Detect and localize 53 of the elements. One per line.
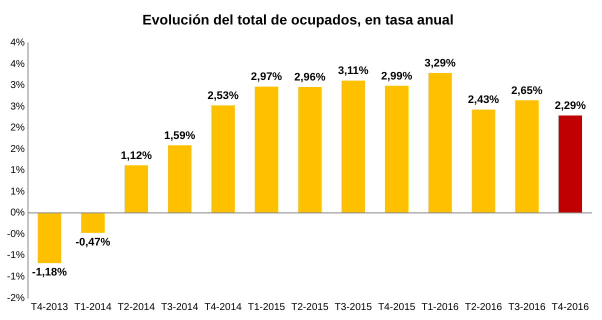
y-tick-label: 3% [10, 80, 25, 92]
data-label: 2,96% [294, 72, 326, 84]
y-tick-label: 1% [10, 186, 25, 198]
data-label: 2,53% [207, 90, 239, 102]
x-tick-label: T4-2014 [204, 302, 242, 313]
data-label: 2,65% [511, 84, 543, 97]
bar [342, 80, 366, 213]
bar [428, 73, 452, 213]
x-tick-label: T4-2013 [30, 302, 69, 313]
bar [124, 165, 148, 213]
y-tick-label: -2% [6, 292, 25, 304]
y-tick-label: 4% [10, 38, 25, 49]
data-label: -0,47% [75, 236, 111, 248]
y-tick-label: 3% [10, 101, 25, 112]
x-tick-label: T3-2015 [334, 302, 372, 313]
y-tick-label: 0% [10, 208, 25, 219]
x-tick-label: T1-2014 [74, 302, 112, 313]
data-label: 2,99% [381, 70, 412, 82]
y-tick-label: -1% [6, 250, 25, 262]
bar [384, 86, 408, 213]
x-tick-label: T1-2016 [421, 302, 460, 313]
bar [38, 212, 62, 264]
data-label: 1,59% [164, 130, 196, 142]
bar [515, 100, 539, 213]
chart-title: Evolución del total de ocupados, en tasa anual [142, 11, 454, 28]
x-tick-label: T2-2014 [118, 302, 156, 313]
x-tick-label: T1-2015 [248, 302, 286, 313]
data-label: 2,97% [250, 71, 282, 84]
bar [472, 110, 496, 213]
x-tick-label: T2-2016 [464, 302, 503, 313]
data-label: 3,29% [424, 58, 456, 70]
data-label: 2,43% [468, 94, 500, 106]
y-tick-label: 2% [10, 122, 25, 134]
x-tick-label: T4-2015 [378, 302, 416, 313]
bar [168, 145, 192, 213]
bar [81, 212, 105, 233]
y-tick-label: 4% [10, 58, 25, 70]
data-label: 1,12% [120, 150, 152, 162]
y-tick-label: -0% [6, 228, 25, 240]
bar [298, 87, 322, 213]
bar [211, 105, 235, 213]
data-label: 3,11% [338, 65, 369, 78]
bar [558, 116, 582, 213]
x-tick-label: T2-2015 [291, 302, 329, 313]
bar [254, 86, 278, 213]
data-label: 2,29% [554, 100, 586, 112]
x-tick-label: T4-2016 [552, 302, 590, 313]
y-tick-label: 2% [10, 144, 25, 155]
y-tick-label: 1% [10, 165, 25, 176]
data-label: -1,18% [32, 266, 68, 279]
x-tick-label: T3-2014 [161, 302, 199, 313]
x-tick-label: T3-2016 [508, 302, 546, 313]
y-tick-label: -1% [6, 271, 25, 282]
